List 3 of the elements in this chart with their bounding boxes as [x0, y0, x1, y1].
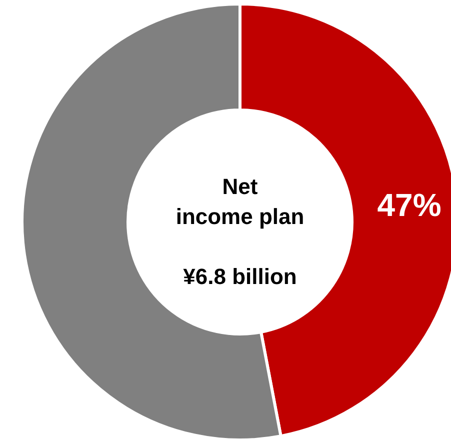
text: ¥6.8 billion: [183, 264, 297, 289]
data-label: 47%: [377, 187, 442, 223]
text: Net income plan: [176, 174, 304, 229]
